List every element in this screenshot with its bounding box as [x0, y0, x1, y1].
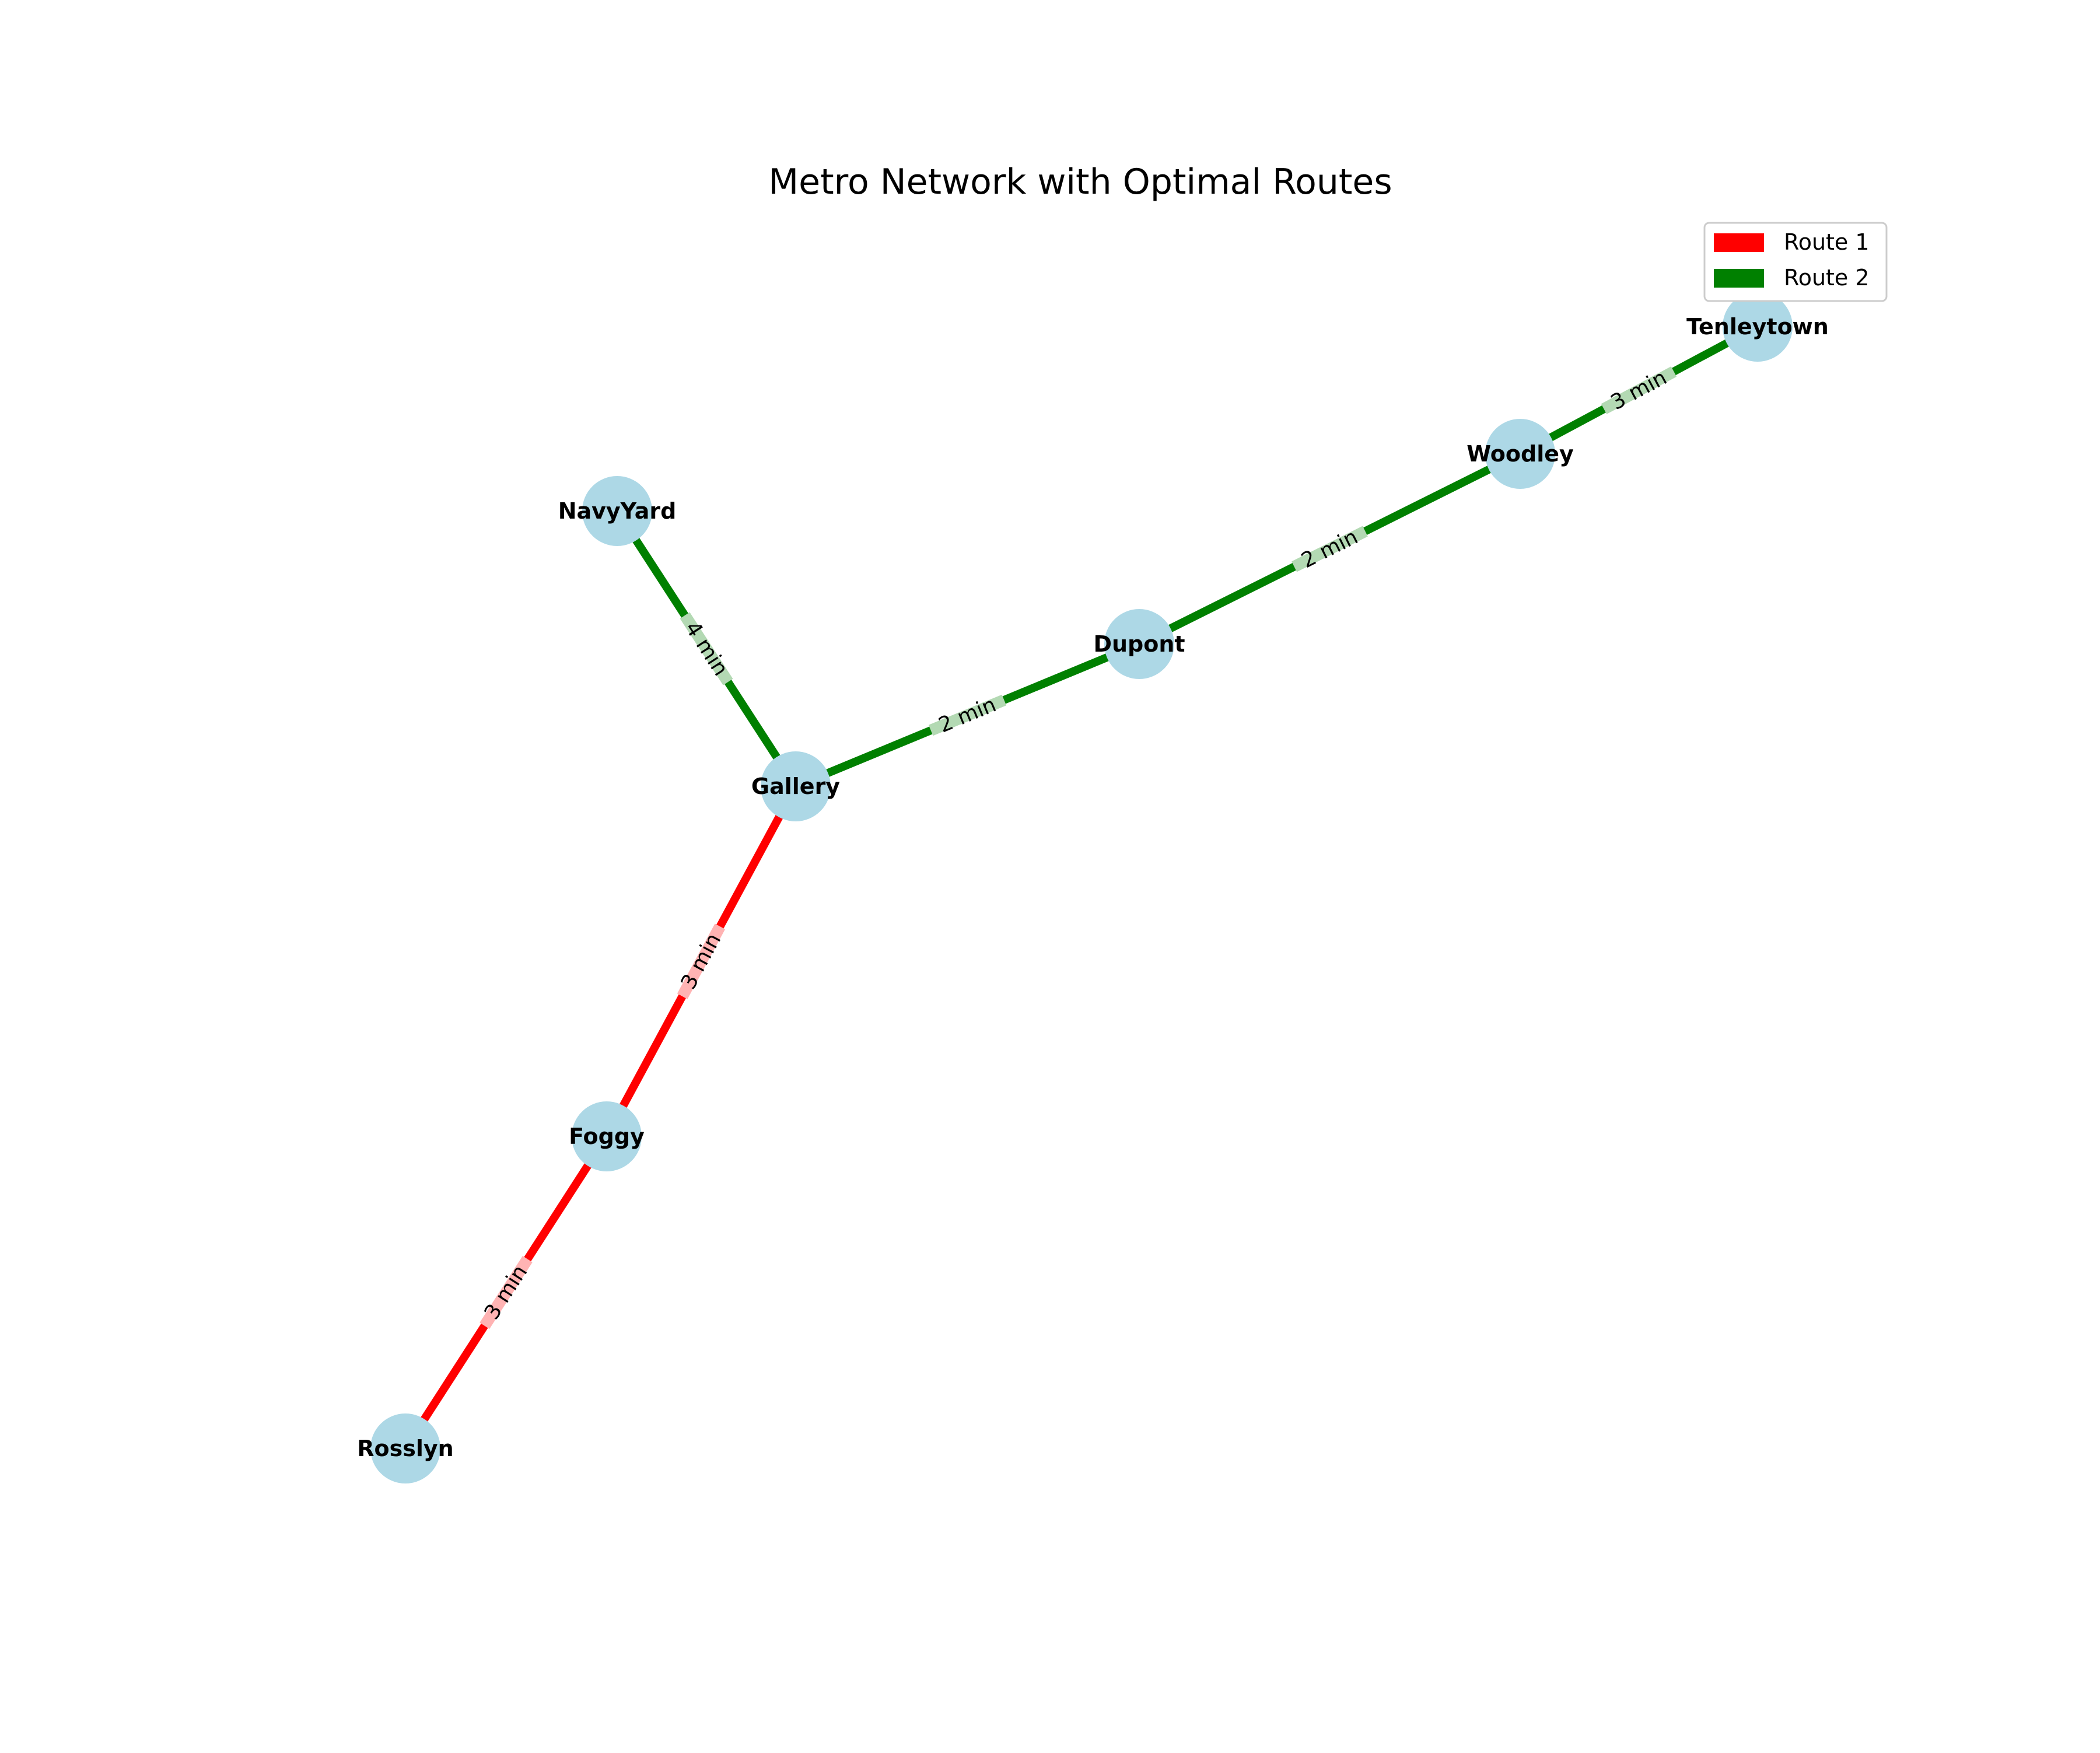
edge-label-gallery-foggy: 3 min: [677, 923, 726, 999]
station-node-gallery: [761, 751, 831, 821]
station-label-dupont: Dupont: [1093, 631, 1185, 657]
node-labels-layer: NavyYard Gallery Dupont Woodley Tenleytown Fo…: [357, 314, 1829, 1461]
station-node-foggy: [572, 1101, 642, 1171]
edge-label-dupont-woodley: 2 min: [1292, 525, 1368, 573]
station-label-gallery: Gallery: [751, 774, 840, 799]
legend-swatch-route-1: [1714, 233, 1764, 252]
edge-label-text: 3 min: [1607, 366, 1671, 415]
edge-label-background: [480, 1255, 533, 1329]
diagram-title: Metro Network with Optimal Routes: [768, 162, 1392, 202]
legend: Route 1 Route 2: [1703, 222, 1888, 302]
station-node-dupont: [1104, 609, 1174, 679]
station-label-tenleytown: Tenleytown: [1686, 314, 1829, 340]
edge-label-gallery-dupont: 2 min: [928, 692, 1007, 738]
legend-label-route-2: Route 2: [1784, 265, 1870, 291]
edge-label-background: [680, 612, 733, 685]
edge-label-foggy-rosslyn: 3 min: [480, 1255, 533, 1329]
edge-label-navy-yard-gallery: 4 min: [680, 612, 733, 685]
station-node-rosslyn: [370, 1413, 440, 1483]
edge-label-background: [1601, 366, 1677, 414]
station-node-woodley: [1485, 419, 1555, 489]
edge-label-text: 2 min: [1298, 525, 1362, 573]
station-node-navy-yard: [582, 476, 652, 546]
edge-label-background: [928, 694, 1007, 736]
legend-label-route-1: Route 1: [1784, 229, 1870, 255]
edge-label-background: [1292, 526, 1368, 572]
edge-label-background: [677, 923, 726, 999]
edge-label-text: 3 min: [677, 929, 726, 993]
station-label-woodley: Woodley: [1466, 441, 1574, 467]
station-node-tenleytown: [1723, 292, 1793, 362]
legend-swatch-route-2: [1714, 269, 1764, 288]
station-label-rosslyn: Rosslyn: [357, 1436, 453, 1461]
station-label-foggy: Foggy: [569, 1124, 645, 1149]
edge-label-text: 3 min: [480, 1261, 533, 1324]
edge-label-text: 4 min: [680, 617, 733, 680]
edge-label-woodley-tenleytown: 3 min: [1601, 366, 1677, 415]
nodes-layer: [370, 292, 1793, 1483]
station-label-navy-yard: NavyYard: [558, 498, 677, 524]
edge-label-text: 2 min: [935, 692, 999, 737]
